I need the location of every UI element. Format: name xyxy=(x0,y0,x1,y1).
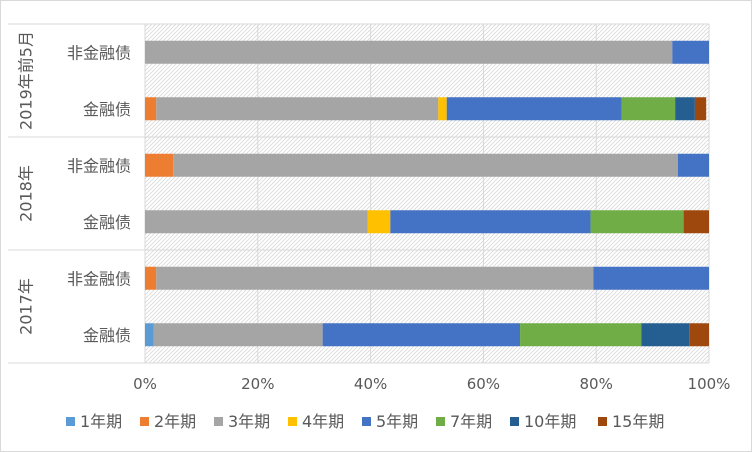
bar-segment xyxy=(694,97,707,121)
bar-segment xyxy=(621,97,676,121)
bar-segment xyxy=(145,153,174,177)
bar-segment xyxy=(689,323,709,347)
bar-segment xyxy=(677,153,709,177)
legend-swatch xyxy=(66,417,75,426)
legend-swatch xyxy=(214,417,223,426)
legend-swatch xyxy=(436,417,445,426)
x-tick-label: 100% xyxy=(688,375,731,393)
bar-segment xyxy=(438,97,447,121)
legend-swatch xyxy=(510,417,519,426)
x-tick-label: 80% xyxy=(580,375,613,393)
category-label: 金融债 xyxy=(83,213,131,232)
bar-segment xyxy=(672,40,709,64)
legend-swatch xyxy=(140,417,149,426)
bar-segment xyxy=(145,323,154,347)
bar-segment xyxy=(145,210,368,234)
category-label: 金融债 xyxy=(83,100,131,119)
x-tick-label: 20% xyxy=(241,375,274,393)
group-labels: 2019年前5月 2018年 2017年 xyxy=(17,31,36,335)
legend: 1年期 2年期 3年期 4年期 5年期 7年期 10年期 15年期 xyxy=(66,412,664,431)
category-label: 非金融债 xyxy=(67,43,131,62)
bar-segment xyxy=(520,323,642,347)
group-label: 2018年 xyxy=(17,165,36,222)
legend-label: 10年期 xyxy=(524,412,576,431)
bar-segment xyxy=(593,266,709,290)
gridlines xyxy=(144,24,710,363)
bar-segment xyxy=(173,153,678,177)
legend-label: 15年期 xyxy=(612,412,664,431)
bar-segment xyxy=(156,266,594,290)
legend-swatch xyxy=(598,417,607,426)
legend-label: 4年期 xyxy=(302,412,344,431)
bar-segment xyxy=(145,97,157,121)
bar-segment xyxy=(446,97,622,121)
legend-label: 3年期 xyxy=(228,412,270,431)
x-tick-label: 40% xyxy=(354,375,387,393)
plot-background xyxy=(145,24,709,363)
legend-swatch xyxy=(362,417,371,426)
legend-label: 7年期 xyxy=(450,412,492,431)
bar-segment xyxy=(390,210,591,234)
legend-swatch xyxy=(288,417,297,426)
x-tick-label: 60% xyxy=(467,375,500,393)
legend-label: 2年期 xyxy=(154,412,196,431)
bar-segment xyxy=(145,40,673,64)
legend-label: 5年期 xyxy=(376,412,418,431)
legend-label: 1年期 xyxy=(80,412,122,431)
bar-segment xyxy=(675,97,695,121)
bar-segment xyxy=(322,323,521,347)
bar-segment xyxy=(145,266,157,290)
bar-segment xyxy=(590,210,684,234)
group-label: 2017年 xyxy=(17,278,36,335)
x-tick-label: 0% xyxy=(133,375,157,393)
bar-segment xyxy=(683,210,709,234)
category-label: 金融债 xyxy=(83,326,131,345)
bars xyxy=(145,40,709,347)
group-label: 2019年前5月 xyxy=(17,31,36,130)
bar-segment xyxy=(641,323,690,347)
group-separators xyxy=(8,23,709,364)
category-label: 非金融债 xyxy=(67,269,131,288)
category-label: 非金融债 xyxy=(67,156,131,175)
bar-segment xyxy=(367,210,391,234)
x-axis-ticks: 0% 20% 40% 60% 80% 100% xyxy=(133,375,730,393)
bar-segment xyxy=(153,323,323,347)
bar-segment xyxy=(156,97,439,121)
